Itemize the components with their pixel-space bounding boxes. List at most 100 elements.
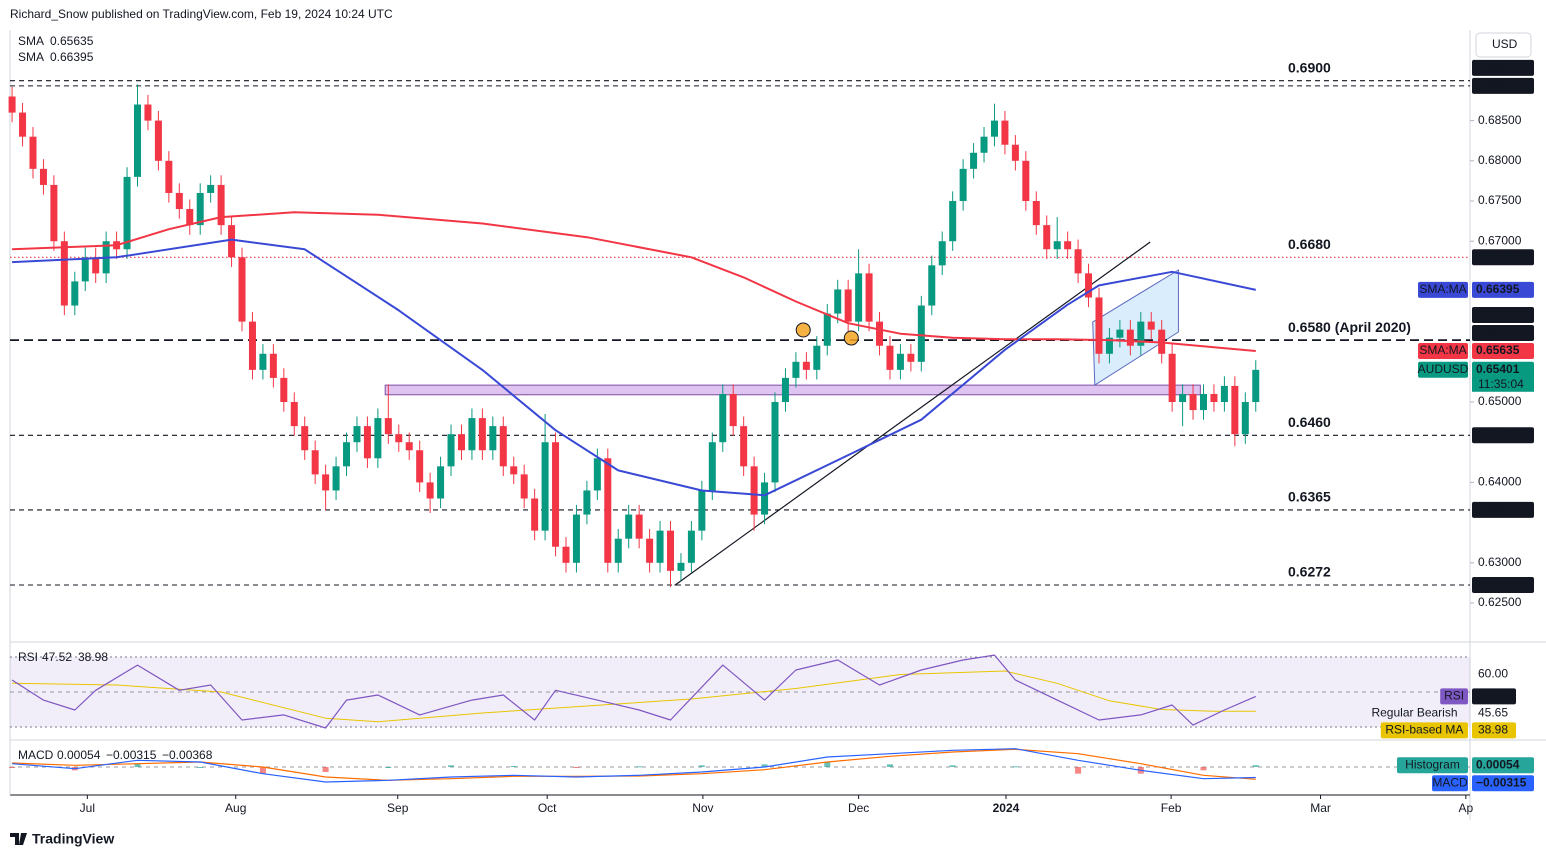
y-tick-label: 0.67000 — [1478, 233, 1522, 247]
price-tag — [1472, 324, 1534, 341]
candle-body — [1074, 249, 1082, 274]
candle-body — [175, 192, 183, 210]
histogram-bar — [698, 765, 705, 767]
rsi-tick-label: 60.00 — [1478, 667, 1508, 681]
candle-body — [646, 538, 654, 563]
candle-body — [1126, 329, 1134, 346]
histogram-bar — [886, 764, 893, 767]
candle-body — [572, 514, 580, 563]
candle-body — [196, 192, 204, 226]
candle-body — [437, 466, 445, 499]
price-tag-label: 0.64586 — [1476, 427, 1520, 441]
candle-body — [970, 152, 978, 169]
price-tag-label: 0.68996 — [1476, 60, 1520, 74]
currency-button[interactable] — [1475, 32, 1532, 58]
rsi-tag-name: RSI — [1444, 689, 1464, 703]
price-tag — [1472, 342, 1534, 359]
candle-body — [917, 305, 925, 362]
tag-name: SMA:MA — [1419, 282, 1466, 296]
rsi-tag-name-box — [1440, 688, 1468, 705]
price-tag — [1472, 59, 1534, 76]
price-tag-label: 0.66800 — [1476, 249, 1520, 263]
candle-body — [280, 377, 288, 403]
histogram-bar — [1252, 765, 1259, 767]
candle-body — [322, 474, 330, 491]
candle-body — [990, 120, 998, 137]
currency[interactable]: USD — [1492, 37, 1518, 51]
candle-body — [228, 225, 236, 258]
candle-body — [1252, 369, 1260, 403]
price-tag-label: 0.65770 — [1476, 325, 1520, 339]
candle-body — [311, 450, 319, 475]
candle-body — [729, 393, 737, 427]
candle-body — [269, 353, 277, 378]
histogram-bar — [259, 767, 266, 774]
macd-legend-hist: 0.00054 — [57, 748, 101, 762]
rsi-legend-ma: 38.98 — [78, 650, 108, 664]
macd-tag-name-box — [1432, 775, 1468, 792]
candle-body — [1043, 225, 1051, 250]
candle-body — [384, 418, 392, 435]
candle-body — [1168, 353, 1176, 403]
candle-body — [1231, 385, 1239, 435]
candle-body — [1147, 321, 1155, 330]
candle-body — [1032, 201, 1040, 226]
candle-body — [457, 434, 465, 451]
macd-tag-name-box — [1397, 757, 1468, 774]
legend-name: SMA — [18, 50, 44, 64]
candle-body — [217, 184, 225, 226]
histogram-bar — [197, 767, 204, 768]
level-label: 0.6272 — [1288, 564, 1331, 580]
macd-tag — [1472, 757, 1534, 774]
candle-body — [468, 418, 476, 451]
level-label: 0.6365 — [1288, 489, 1331, 505]
candle-body — [71, 281, 79, 306]
candle-body — [792, 361, 800, 378]
candle-body — [343, 442, 351, 467]
histogram-bar — [1200, 767, 1207, 771]
grid — [9, 30, 1546, 820]
countdown-box — [1472, 376, 1534, 392]
candle-body — [301, 426, 309, 451]
macd-tag-label: −0.00315 — [1476, 775, 1527, 789]
histogram-bar — [636, 766, 643, 768]
candle-body — [708, 442, 716, 491]
candle-body — [583, 490, 591, 515]
y-tick-label: 0.67500 — [1478, 193, 1522, 207]
candle-body — [363, 426, 371, 459]
macd-tag-label: 0.00054 — [1476, 757, 1520, 771]
candle-body — [907, 353, 915, 362]
candle-body — [834, 289, 842, 314]
candle-body — [165, 160, 173, 193]
candle-body — [896, 353, 904, 370]
histogram-bar — [448, 765, 455, 767]
candle-body — [531, 498, 539, 531]
histogram-bar — [9, 767, 16, 768]
legend-name: SMA — [18, 34, 44, 48]
histogram-bar — [322, 767, 329, 772]
y-tick-label: 0.65000 — [1478, 394, 1522, 408]
y-tick-label: 0.68500 — [1478, 113, 1522, 127]
rsi-tag — [1472, 688, 1516, 705]
sma-line — [12, 238, 1257, 497]
candle-body — [740, 426, 748, 467]
legend-value: 0.66395 — [50, 50, 94, 64]
candle-body — [29, 136, 37, 169]
sma-line — [12, 211, 1256, 352]
candle-body — [1105, 337, 1113, 354]
candle-body — [1001, 120, 1009, 145]
candle-body — [625, 514, 633, 539]
macd-legend-name: MACD — [18, 748, 54, 762]
candle-body — [959, 168, 967, 202]
price-tag-label: 0.63658 — [1476, 502, 1520, 516]
price-tag — [1472, 77, 1534, 94]
candle-body — [687, 530, 695, 563]
candle-body — [395, 434, 403, 443]
candle-body — [802, 361, 810, 370]
candle-body — [207, 184, 215, 193]
candle-body — [1011, 144, 1019, 161]
price-tag — [1472, 427, 1534, 444]
x-tick-label: Oct — [538, 801, 557, 815]
candle-body — [1053, 241, 1061, 250]
